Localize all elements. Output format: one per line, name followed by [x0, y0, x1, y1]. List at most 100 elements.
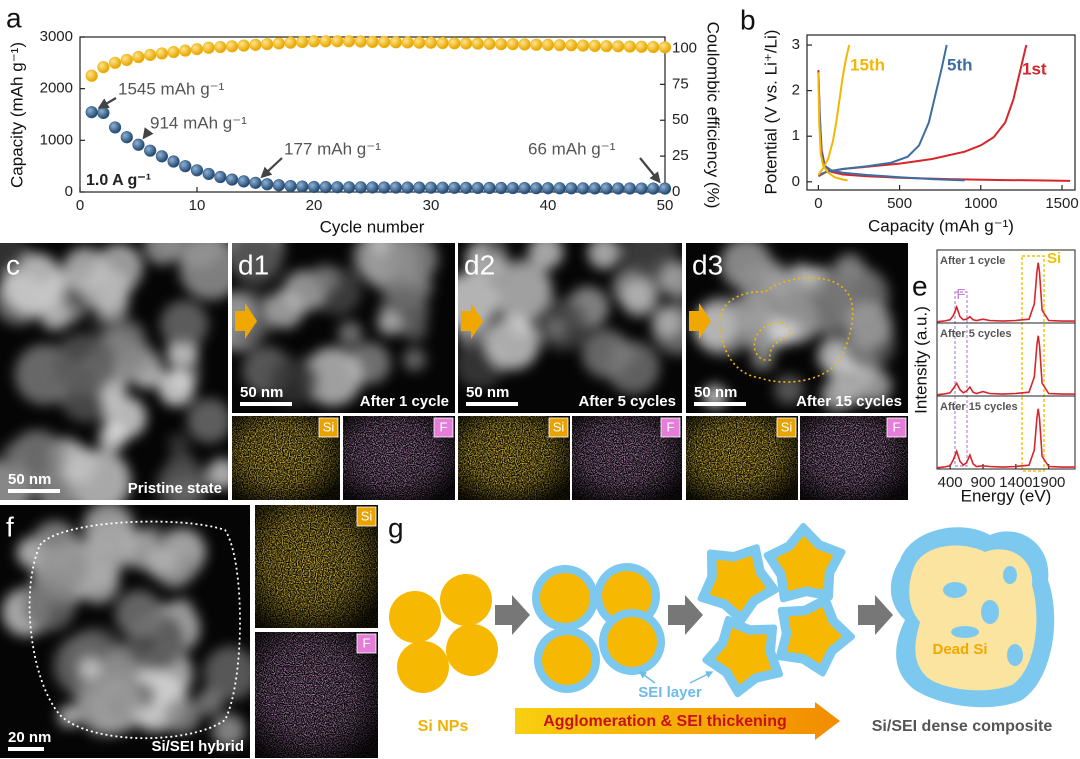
data-point — [319, 181, 332, 194]
particle — [164, 697, 201, 735]
data-point — [424, 36, 438, 49]
data-point — [108, 56, 122, 69]
x-tick-label: 500 — [887, 195, 912, 212]
particle — [483, 243, 507, 257]
data-point — [460, 37, 473, 50]
si-core — [542, 635, 592, 685]
particle — [835, 253, 865, 282]
data-point — [600, 40, 613, 53]
particle — [528, 243, 564, 270]
step-arrow — [858, 595, 893, 635]
data-point — [331, 35, 344, 48]
data-point — [506, 181, 520, 195]
x-tick-label: 1000 — [964, 195, 997, 212]
data-point — [343, 181, 356, 194]
y-tick-label: 1 — [792, 127, 800, 144]
step-arrow — [495, 595, 530, 635]
curve — [817, 44, 851, 182]
particle — [144, 243, 182, 265]
y2-tick-label: 75 — [672, 75, 689, 92]
caption: Si/SEI hybrid — [151, 738, 244, 755]
particle — [731, 292, 771, 333]
y2-tick-label: 100 — [672, 39, 697, 56]
data-point — [635, 40, 648, 53]
particle — [58, 704, 81, 728]
scale-label: 20 nm — [8, 729, 51, 746]
si-particle — [389, 591, 441, 643]
y-tick-label: 3000 — [40, 28, 73, 45]
x-tick-label: 30 — [423, 197, 440, 214]
annotation-arrow — [97, 97, 117, 109]
particle — [51, 333, 116, 398]
data-point — [354, 35, 367, 48]
data-point — [518, 38, 531, 51]
particle — [77, 678, 135, 736]
data-point — [237, 175, 250, 188]
x-axis-label: Cycle number — [320, 217, 425, 236]
particle — [0, 243, 27, 274]
particles — [458, 243, 682, 395]
panel-label: b — [740, 4, 756, 35]
map-tag — [318, 417, 339, 438]
x-tick-label: 0 — [814, 195, 822, 212]
annotation: Si — [1047, 250, 1061, 267]
sei-pocket — [1007, 644, 1023, 666]
data-point — [296, 180, 309, 193]
y2-tick-label: 0 — [672, 183, 680, 200]
data-point — [623, 40, 637, 53]
agglomerate-outline — [753, 321, 791, 362]
particle — [115, 590, 163, 638]
data-point — [541, 182, 555, 195]
sei-pocket — [951, 626, 979, 638]
pointer — [638, 671, 656, 684]
data-point — [202, 41, 215, 54]
particle — [606, 341, 660, 395]
particle — [660, 262, 682, 299]
particles-blur — [458, 243, 682, 395]
series-label: 5th — [947, 55, 973, 74]
data-point — [167, 45, 180, 59]
data-point — [623, 182, 637, 195]
scale-bar — [8, 489, 60, 493]
schematic: g Dead Si SEI layer Si NPs Agglomeration… — [388, 512, 1055, 740]
si-core — [715, 628, 772, 684]
particle — [206, 458, 228, 490]
particle — [653, 307, 682, 338]
data-point — [495, 38, 508, 51]
panel-label: g — [388, 512, 404, 543]
data-point — [85, 106, 98, 119]
data-point — [108, 121, 122, 134]
data-point — [226, 40, 239, 53]
y-axis-label: Capacity (mAh g⁻¹) — [7, 42, 26, 188]
process-label: Agglomeration & SEI thickening — [543, 713, 787, 730]
data-point — [97, 61, 110, 74]
data-point — [576, 39, 590, 52]
annotation: 914 mAh g⁻¹ — [150, 113, 247, 132]
caption: After 15 cycles — [796, 393, 902, 410]
y2-axis-label: Coulombic efficiency (%) — [704, 22, 723, 209]
particle — [211, 713, 246, 748]
particle — [545, 317, 567, 339]
data-point — [284, 36, 297, 49]
data-point — [413, 36, 426, 49]
panel-label: d3 — [692, 249, 723, 280]
data-point — [413, 181, 426, 194]
data-point — [530, 182, 543, 195]
data-point — [635, 182, 648, 195]
agglomerate-outline — [718, 277, 854, 383]
data-point — [658, 41, 672, 54]
data-point — [495, 181, 508, 195]
particles — [232, 243, 438, 407]
particle — [485, 315, 540, 370]
data-point — [588, 39, 601, 52]
outlines — [28, 277, 854, 740]
map-tag — [776, 417, 797, 438]
particle — [79, 657, 102, 681]
x-tick-label: 400 — [938, 474, 963, 491]
annotation: 1545 mAh g⁻¹ — [118, 79, 225, 98]
data-point — [120, 131, 133, 144]
scale-label: 50 nm — [240, 384, 283, 401]
data-point — [401, 36, 414, 49]
data-point — [167, 155, 180, 168]
data-point — [307, 35, 321, 48]
